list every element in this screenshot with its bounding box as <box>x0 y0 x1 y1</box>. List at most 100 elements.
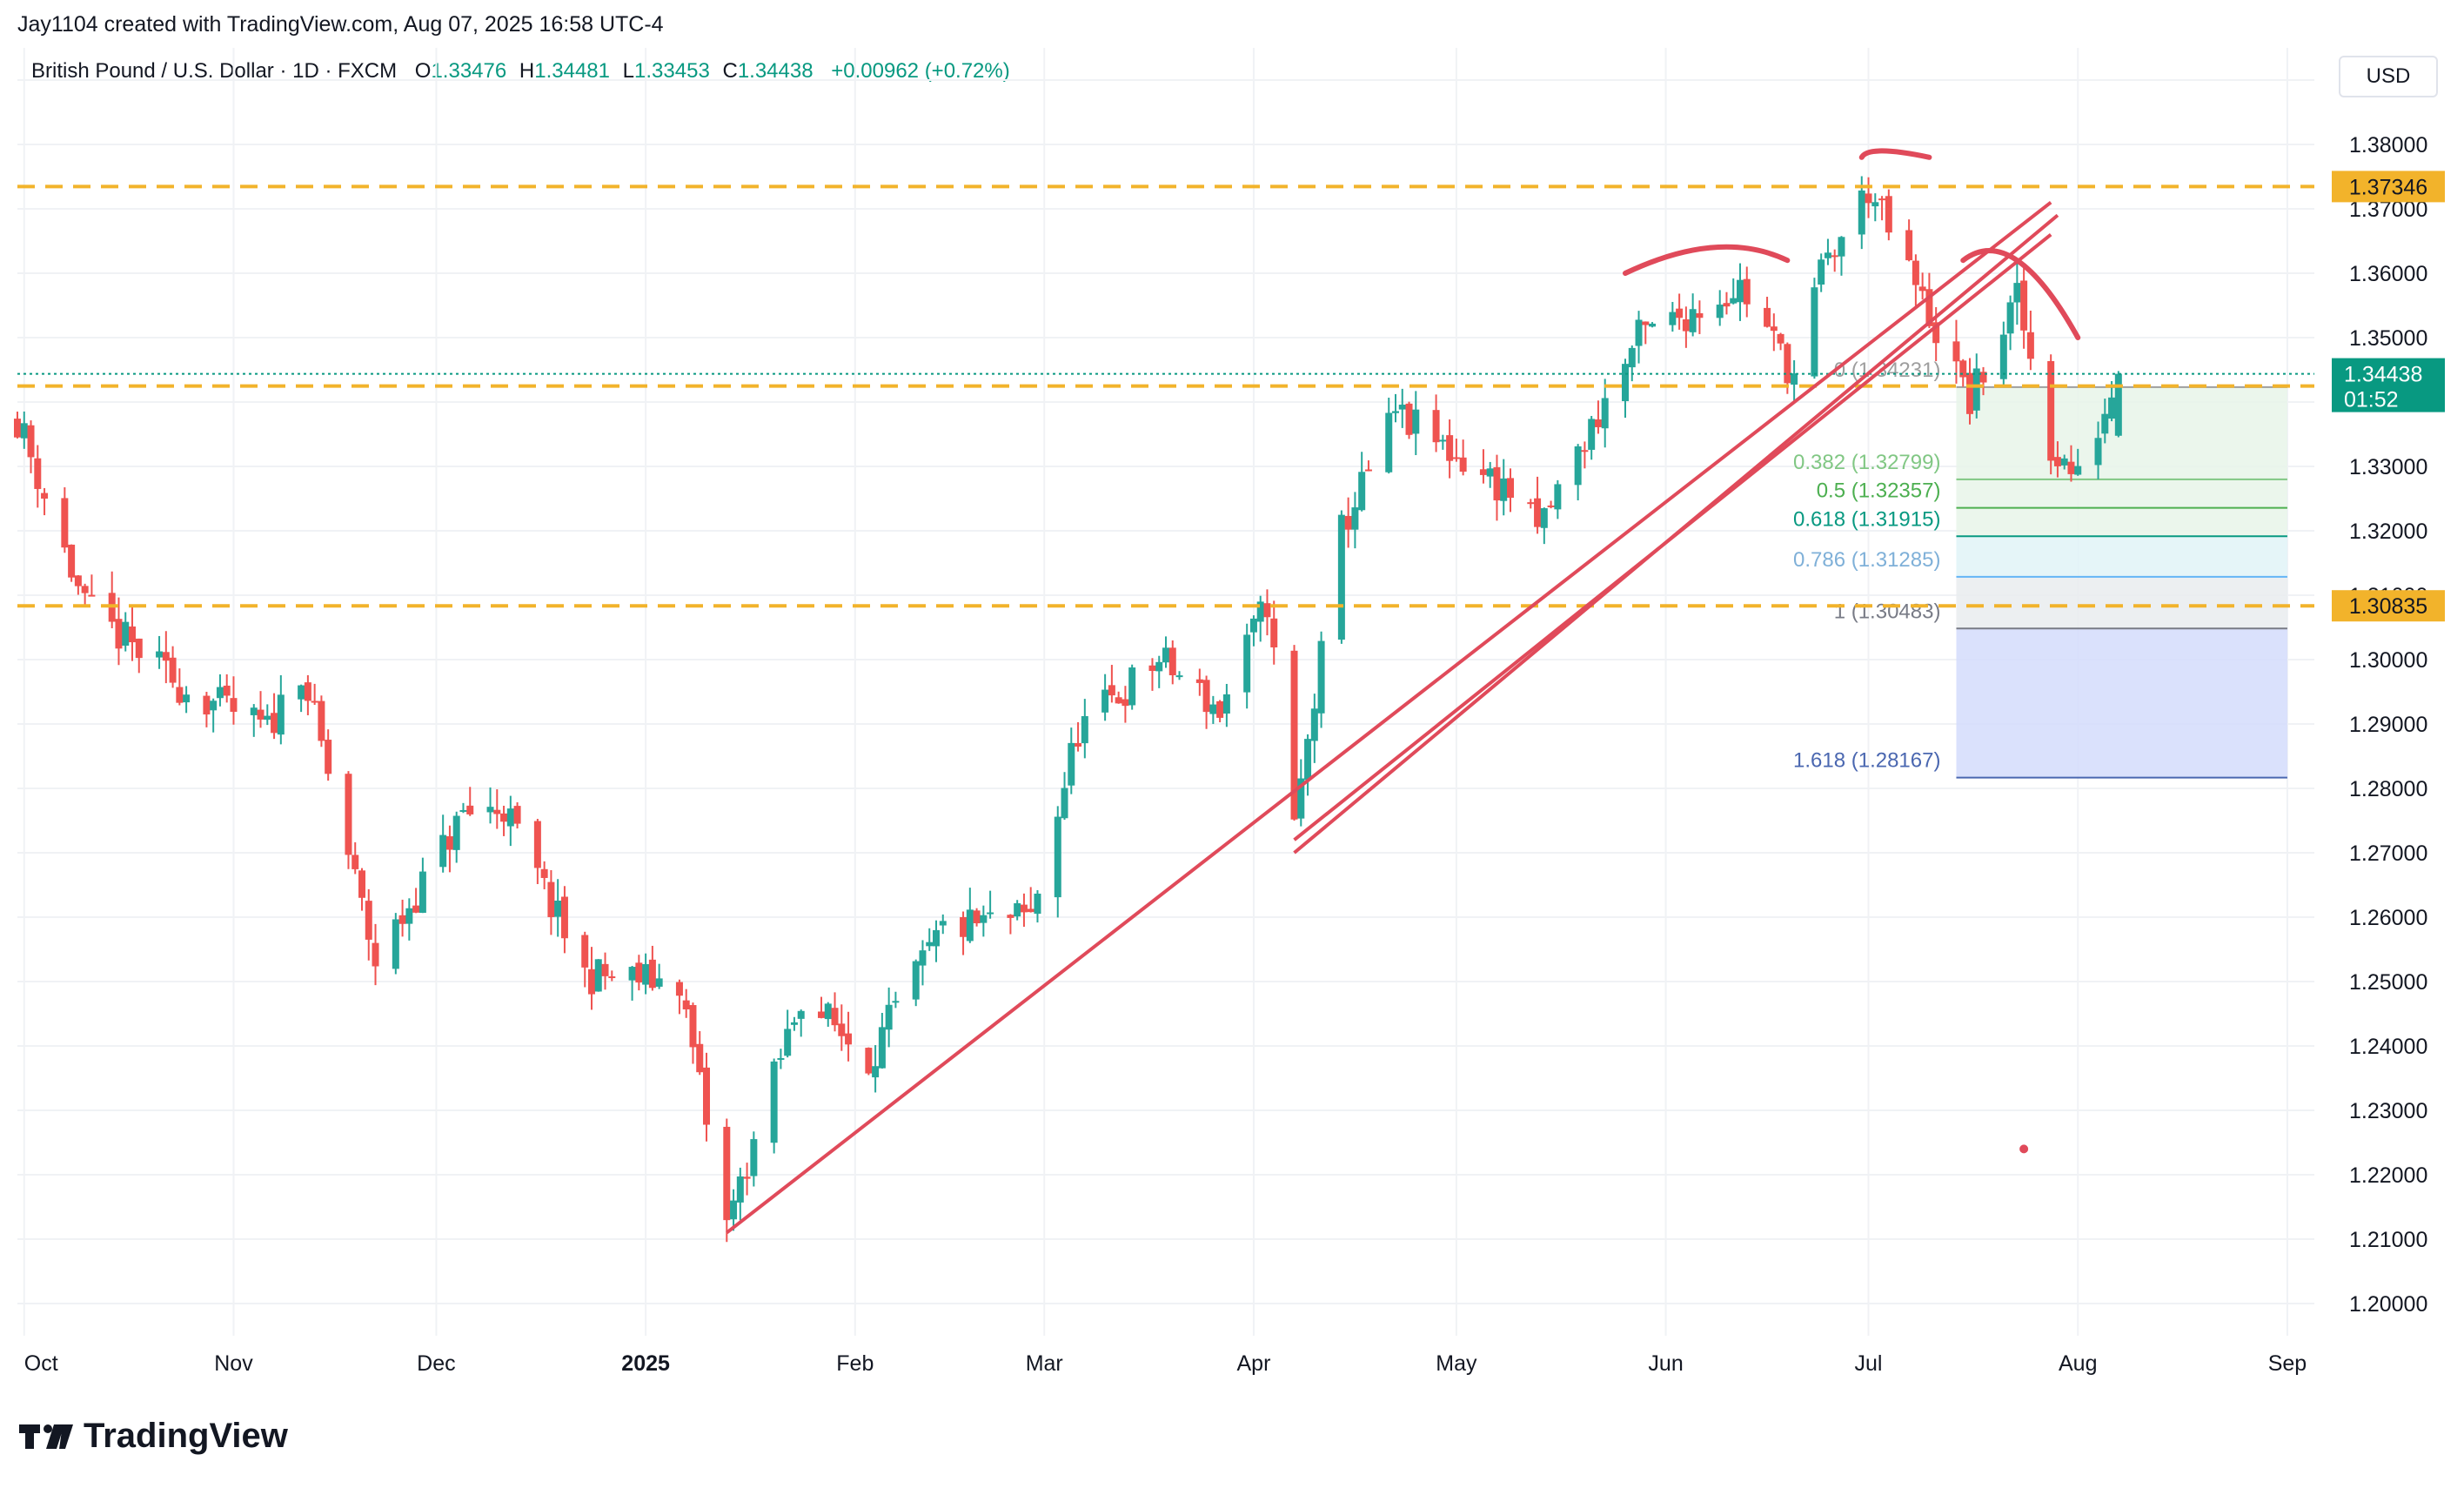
candle-body <box>912 961 920 1000</box>
candle-body <box>1905 230 1913 261</box>
candle-body <box>1676 308 1684 318</box>
candle-body <box>74 575 82 586</box>
candle-body <box>500 813 508 822</box>
candle-body <box>210 700 218 711</box>
current-price-tag <box>2332 358 2445 412</box>
currency-button[interactable]: USD <box>2339 56 2438 97</box>
candle-body <box>358 870 365 898</box>
fib-zone <box>1956 507 2287 537</box>
tradingview-logo[interactable]: TradingView <box>19 1417 288 1456</box>
y-tick-label: 1.28000 <box>2349 777 2427 801</box>
y-tick-label: 1.36000 <box>2349 262 2427 286</box>
candle-body <box>675 982 683 996</box>
fib-level-label: 1.618 (1.28167) <box>1793 749 1940 773</box>
candle-body <box>790 1022 798 1025</box>
candle-body <box>966 909 974 942</box>
candle-body <box>1270 618 1278 647</box>
candle-body <box>372 942 379 967</box>
candle-body <box>2101 413 2109 434</box>
candle-body <box>405 908 413 924</box>
candle-body <box>1912 260 1919 285</box>
candle-body <box>271 713 278 734</box>
fib-zone <box>1956 628 2287 778</box>
candle-body <box>486 807 494 813</box>
y-tick-label: 1.33000 <box>2349 455 2427 479</box>
candle-body <box>466 805 474 814</box>
candle-body <box>1351 507 1359 530</box>
candle-body <box>1317 640 1325 714</box>
y-tick-label: 1.21000 <box>2349 1228 2427 1252</box>
candle-body <box>1290 650 1298 820</box>
candle-body <box>1405 403 1413 435</box>
candle-body <box>1364 469 1372 472</box>
candle-body <box>392 919 399 969</box>
x-tick-label: May <box>1436 1351 1477 1376</box>
candle-body <box>41 493 49 499</box>
candle-body <box>1020 904 1028 913</box>
candle-body <box>1952 341 1960 362</box>
candle-body <box>1358 472 1366 511</box>
tradingview-logo-icon <box>19 1424 73 1449</box>
candle-body <box>156 651 164 658</box>
candle-body <box>1412 409 1420 434</box>
current-price-countdown: 01:52 <box>2344 388 2399 412</box>
candle-body <box>1034 893 1041 915</box>
candle-body <box>1007 915 1014 918</box>
candle-body <box>1635 319 1643 346</box>
fib-level-label: 0.5 (1.32357) <box>1817 479 1941 503</box>
candle-body <box>115 619 123 649</box>
candle-body <box>1148 665 1156 671</box>
candle-body <box>1649 323 1657 327</box>
candle-body <box>2020 280 2028 331</box>
candle-body <box>980 915 988 923</box>
symbol-legend: British Pound / U.S. Dollar · 1D · FXCM … <box>31 59 1010 84</box>
candle-body <box>743 1176 751 1179</box>
candle-body <box>554 901 562 917</box>
fib-level-label: 0.382 (1.32799) <box>1793 451 1940 474</box>
candle-body <box>1770 326 1778 332</box>
candle-body <box>1824 252 1831 258</box>
candle-body <box>1432 410 1440 443</box>
candle-body <box>655 978 663 987</box>
candle-body <box>831 1008 839 1026</box>
candle-body <box>169 657 177 683</box>
candle-body <box>14 419 21 438</box>
candle-body <box>230 698 238 713</box>
instrument-title[interactable]: British Pound / U.S. Dollar · 1D · FXCM <box>31 59 398 83</box>
candle-body <box>1014 903 1021 917</box>
candle-body <box>885 1004 893 1030</box>
candle-body <box>68 544 76 578</box>
level-price-label: 1.37346 <box>2349 175 2427 199</box>
x-tick-label: Oct <box>24 1351 58 1376</box>
candle-body <box>533 821 541 868</box>
candle-body <box>345 774 352 855</box>
candle-body <box>1297 778 1305 819</box>
candle-body <box>34 458 42 489</box>
candle-body <box>696 1043 704 1073</box>
candle-body <box>1310 708 1318 741</box>
candle-body <box>1554 484 1562 510</box>
marker-dot <box>2019 1144 2029 1154</box>
fib-level-label: 0.618 (1.31915) <box>1793 507 1940 531</box>
candle-body <box>1054 816 1061 898</box>
y-tick-label: 1.20000 <box>2349 1292 2427 1317</box>
level-price-label: 1.30835 <box>2349 594 2427 619</box>
candle-body <box>2047 360 2055 461</box>
high-value: 1.34481 <box>534 59 610 83</box>
current-price-value: 1.34438 <box>2344 363 2422 387</box>
candle-body <box>1818 259 1825 285</box>
candle-body <box>750 1139 758 1176</box>
candle-body <box>162 652 170 661</box>
x-tick-label: Nov <box>214 1351 253 1376</box>
x-tick-label: 2025 <box>621 1351 670 1376</box>
candle-body <box>1574 446 1582 486</box>
candle-body <box>1838 237 1845 257</box>
fib-zone <box>1956 576 2287 629</box>
candle-body <box>1068 742 1075 786</box>
candle-body <box>1791 373 1798 385</box>
candle-body <box>1534 498 1542 527</box>
x-tick-label: Aug <box>2059 1351 2097 1376</box>
candle-body <box>892 1001 900 1003</box>
candle-body <box>304 682 311 701</box>
